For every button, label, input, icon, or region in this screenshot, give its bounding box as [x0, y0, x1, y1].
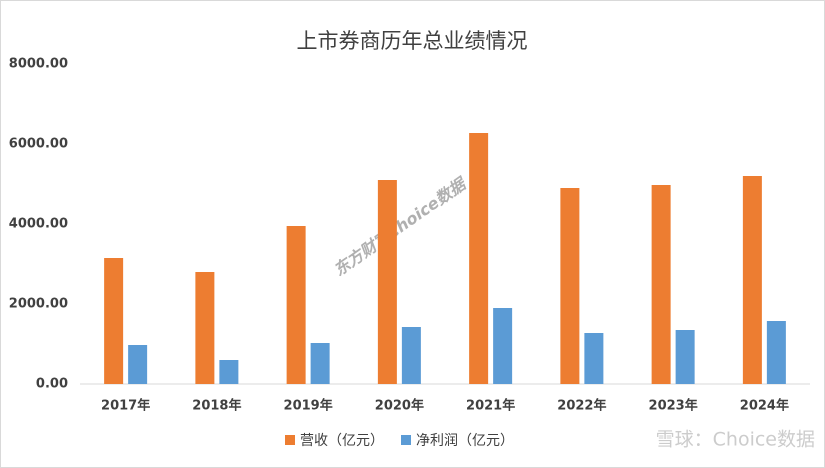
y-tick-label: 8000.00: [9, 57, 68, 72]
bar: [651, 185, 671, 384]
bar: [742, 176, 762, 384]
y-tick-label: 6000.00: [9, 137, 68, 152]
y-tick-label: 4000.00: [9, 217, 68, 232]
x-tick-label: 2019年: [284, 398, 333, 414]
bar: [766, 321, 786, 384]
bar: [219, 360, 239, 384]
bar: [584, 333, 604, 384]
x-tick-label: 2020年: [375, 398, 424, 414]
bar: [493, 308, 513, 384]
chart-title: 上市券商历年总业绩情况: [297, 29, 528, 53]
legend-label: 营收（亿元）: [300, 433, 384, 449]
x-tick-label: 2021年: [466, 398, 515, 414]
y-tick-label: 2000.00: [9, 297, 68, 312]
legend-swatch: [401, 435, 411, 445]
bar: [128, 345, 148, 384]
bar: [469, 133, 489, 384]
x-tick-label: 2023年: [649, 398, 698, 414]
x-tick-label: 2018年: [192, 398, 241, 414]
bar: [195, 272, 215, 384]
legend-swatch: [285, 435, 295, 445]
bar: [560, 188, 580, 384]
bar: [286, 226, 306, 384]
y-tick-label: 0.00: [36, 377, 68, 392]
x-tick-label: 2022年: [557, 398, 606, 414]
bar: [675, 330, 695, 384]
bar: [377, 180, 397, 384]
bar: [104, 258, 124, 384]
bar: [310, 343, 330, 384]
legend-label: 净利润（亿元）: [416, 433, 514, 449]
x-tick-label: 2024年: [740, 398, 789, 414]
bar: [401, 327, 421, 384]
watermark: 雪球：Choice数据: [656, 429, 815, 451]
x-tick-label: 2017年: [101, 398, 150, 414]
